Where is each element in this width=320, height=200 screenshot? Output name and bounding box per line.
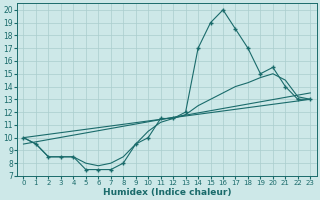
X-axis label: Humidex (Indice chaleur): Humidex (Indice chaleur) [103,188,231,197]
